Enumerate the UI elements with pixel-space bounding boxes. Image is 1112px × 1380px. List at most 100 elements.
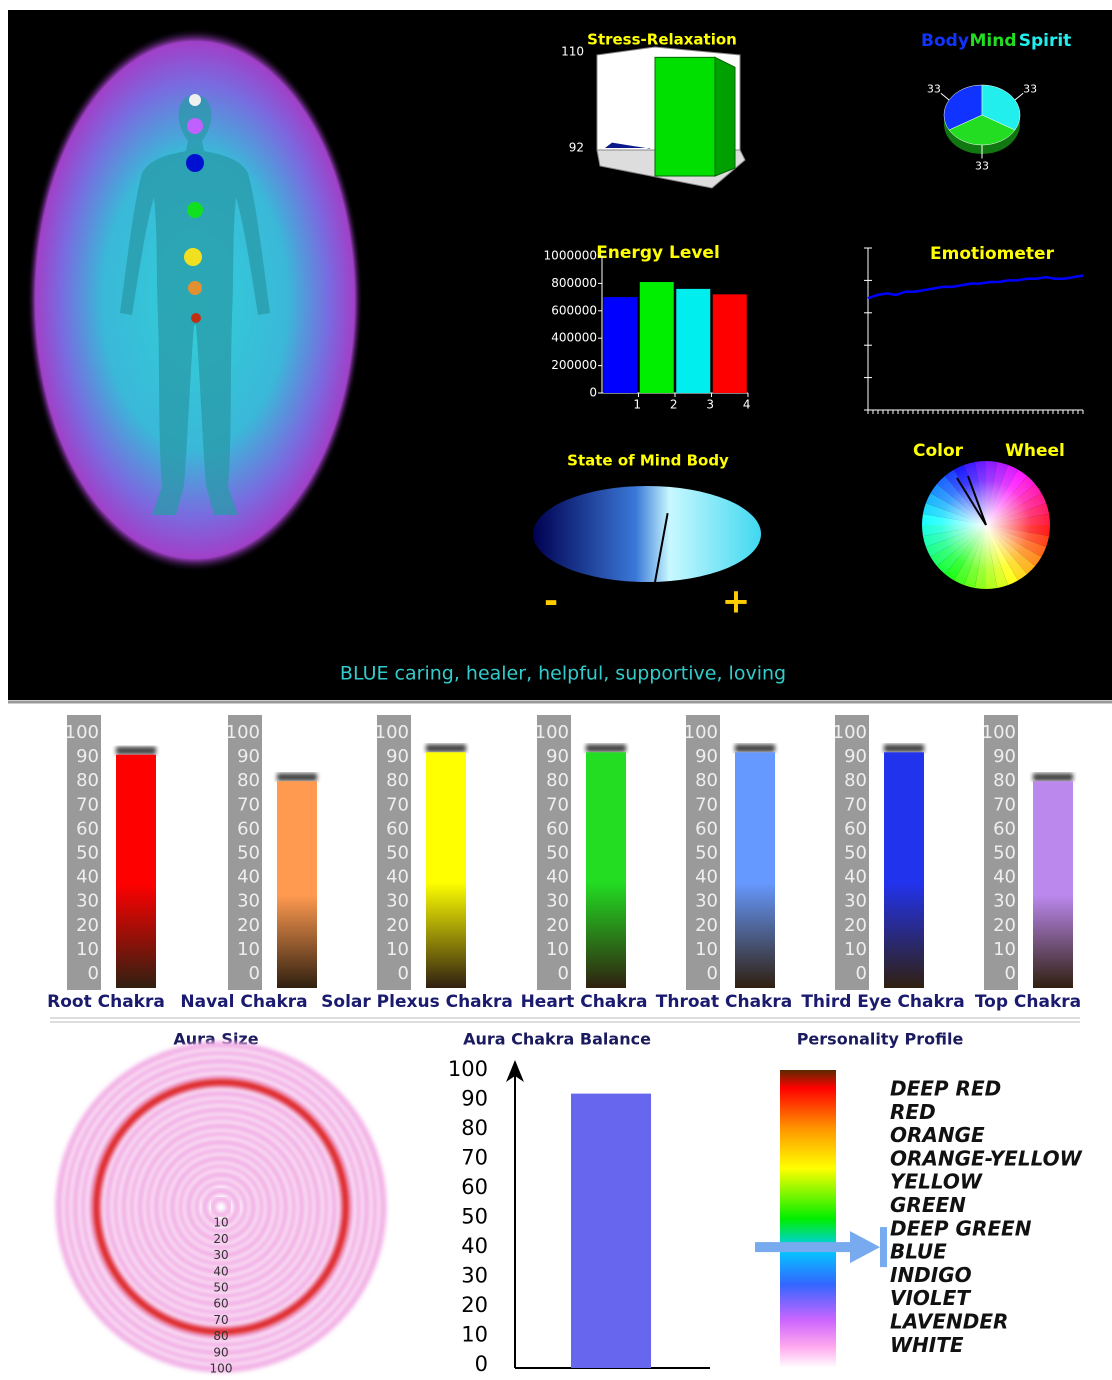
- ring: [71, 1057, 371, 1357]
- y-tick-label: 50: [461, 1205, 488, 1229]
- bar: [586, 752, 626, 988]
- x-tick-label: 1: [633, 398, 641, 412]
- legend-word: Body: [921, 31, 969, 51]
- y-tick-label: 60: [461, 1175, 488, 1199]
- y-tick-label: 60: [237, 818, 260, 839]
- y-tick-label: 0: [398, 963, 409, 984]
- bar: [603, 297, 638, 393]
- y-tick-label: 20: [461, 1293, 488, 1317]
- y-tick-label: 70: [461, 1146, 488, 1170]
- y-tick-label: 800000: [551, 276, 597, 290]
- y-tick-label: 10: [993, 939, 1016, 960]
- y-tick-label: 0: [558, 963, 569, 984]
- ring: [112, 1098, 330, 1316]
- wheel-hand: [967, 475, 987, 526]
- color-scale: [780, 1070, 836, 1368]
- y-tick-label: 92: [569, 141, 584, 155]
- scale-strip: [537, 715, 571, 990]
- bar-label: Heart Chakra: [521, 992, 648, 1012]
- y-tick-label: 50: [844, 843, 867, 864]
- y-tick-label: 20: [695, 915, 718, 936]
- scale-strip: [228, 715, 262, 990]
- y-tick-label: 0: [856, 963, 867, 984]
- ring: [128, 1114, 314, 1300]
- bar: [1033, 781, 1073, 988]
- y-tick-label: 90: [695, 746, 718, 767]
- gauge-needle: [654, 512, 669, 583]
- ring-label: 90: [213, 1345, 228, 1359]
- y-tick-label: 50: [993, 843, 1016, 864]
- y-tick-label: 30: [237, 891, 260, 912]
- ring-label: 20: [213, 1232, 228, 1246]
- chart-title: Energy Level: [596, 243, 720, 263]
- profile-label: VIOLET: [890, 1286, 971, 1310]
- y-tick-label: 60: [695, 818, 718, 839]
- ring: [87, 1073, 355, 1341]
- y-tick-label: 40: [844, 867, 867, 888]
- slice-label: 33: [975, 160, 989, 173]
- y-tick-label: 70: [76, 794, 99, 815]
- scale-strip: [984, 715, 1018, 990]
- bar-label: Throat Chakra: [656, 992, 793, 1012]
- chart-title: State of Mind Body: [567, 452, 729, 470]
- y-tick-label: 30: [695, 891, 718, 912]
- profile-label: GREEN: [890, 1193, 966, 1217]
- aura-ring: [92, 1078, 350, 1336]
- y-tick-label: 50: [546, 843, 569, 864]
- y-tick-label: 30: [546, 891, 569, 912]
- ring: [80, 1066, 362, 1348]
- y-tick-label: 40: [237, 867, 260, 888]
- profile-label: DEEP RED: [890, 1077, 1001, 1101]
- y-tick-label: 70: [386, 794, 409, 815]
- profile-label: INDIGO: [890, 1263, 972, 1287]
- y-tick-label: 90: [76, 746, 99, 767]
- profile-label: ORANGE-YELLOW: [890, 1146, 1083, 1170]
- y-tick-label: 30: [76, 891, 99, 912]
- pointer-arrow: [755, 1227, 887, 1268]
- ring: [104, 1090, 338, 1324]
- y-tick-label: 0: [1005, 963, 1016, 984]
- y-tick-label: 80: [461, 1116, 488, 1140]
- slice-label: 33: [927, 82, 941, 95]
- y-tick-label: 100: [65, 722, 99, 743]
- gauge-dial: [533, 486, 761, 582]
- bar-cap: [426, 744, 466, 753]
- chart-title: Wheel: [1005, 441, 1065, 461]
- ring: [193, 1179, 249, 1235]
- bar-side: [714, 56, 736, 177]
- y-tick-label: 0: [707, 963, 718, 984]
- y-tick-label: 30: [461, 1264, 488, 1288]
- y-tick-label: 40: [993, 867, 1016, 888]
- wheel-hand: [956, 477, 987, 526]
- y-tick-label: 20: [76, 915, 99, 936]
- y-tick-label: 90: [546, 746, 569, 767]
- ring-label: 50: [213, 1281, 228, 1295]
- axis-arrow: [506, 1060, 524, 1082]
- y-tick-label: 20: [386, 915, 409, 936]
- bar: [654, 56, 716, 177]
- y-tick-label: 100: [535, 722, 569, 743]
- y-tick-label: 20: [546, 915, 569, 936]
- y-tick-label: 100: [833, 722, 867, 743]
- ring: [201, 1187, 241, 1227]
- bar: [639, 282, 674, 393]
- bar: [116, 754, 156, 988]
- y-tick-label: 90: [237, 746, 260, 767]
- x-tick-label: 3: [706, 398, 714, 412]
- profile-label: ORANGE: [890, 1123, 985, 1147]
- y-tick-label: 100: [982, 722, 1016, 743]
- bar: [571, 1093, 651, 1368]
- line-series: [867, 274, 1084, 300]
- chart-title: Emotiometer: [930, 244, 1055, 264]
- y-tick-label: 10: [695, 939, 718, 960]
- y-tick-label: 50: [237, 843, 260, 864]
- min-label: -: [544, 582, 558, 622]
- y-tick-label: 80: [993, 770, 1016, 791]
- y-tick-label: 0: [249, 963, 260, 984]
- bar: [735, 752, 775, 988]
- y-tick-label: 70: [237, 794, 260, 815]
- y-tick-label: 70: [546, 794, 569, 815]
- profile-label: DEEP GREEN: [890, 1216, 1032, 1240]
